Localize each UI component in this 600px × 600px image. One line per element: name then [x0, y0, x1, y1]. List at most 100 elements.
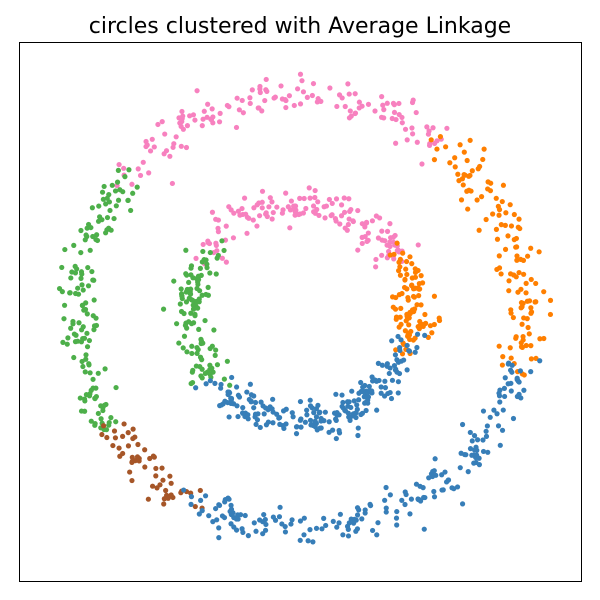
data-point-blue — [414, 331, 421, 337]
data-point-blue — [301, 515, 307, 521]
data-point-pink — [179, 118, 185, 125]
data-point-blue — [369, 527, 376, 534]
data-point-pink — [322, 215, 328, 221]
data-point-pink — [116, 161, 122, 168]
data-point-green — [184, 349, 190, 355]
data-point-green — [70, 318, 76, 325]
data-point-green — [183, 247, 189, 253]
data-point-pink — [309, 92, 315, 99]
data-point-orange — [537, 336, 543, 342]
data-point-green — [221, 376, 227, 382]
data-point-orange — [528, 276, 534, 283]
data-point-brown — [163, 487, 169, 494]
data-point-blue — [188, 494, 195, 500]
data-point-pink — [193, 255, 199, 261]
data-point-green — [177, 301, 183, 307]
data-point-pink — [379, 94, 385, 100]
data-point-green — [122, 174, 128, 180]
data-point-orange — [485, 186, 491, 192]
data-point-brown — [153, 473, 159, 479]
data-point-blue — [216, 502, 222, 508]
data-point-pink — [399, 114, 405, 121]
data-point-blue — [222, 496, 228, 503]
data-point-green — [174, 321, 180, 327]
data-point-pink — [223, 223, 229, 229]
data-point-pink — [299, 78, 305, 84]
data-point-orange — [405, 294, 411, 301]
data-point-orange — [516, 216, 522, 222]
data-point-blue — [312, 424, 318, 430]
data-point-pink — [287, 225, 293, 231]
data-point-orange — [409, 261, 415, 267]
data-point-green — [73, 332, 79, 338]
data-point-orange — [533, 355, 539, 362]
data-point-orange — [518, 286, 524, 292]
data-point-blue — [337, 511, 343, 517]
data-point-pink — [323, 203, 330, 209]
data-point-green — [87, 247, 93, 253]
data-point-pink — [344, 227, 350, 233]
data-point-orange — [393, 347, 399, 353]
data-point-pink — [254, 202, 260, 208]
data-point-pink — [391, 109, 398, 116]
data-point-orange — [422, 311, 428, 318]
data-point-green — [117, 187, 123, 193]
data-point-blue — [245, 533, 251, 539]
data-point-green — [89, 268, 95, 275]
data-point-green — [79, 271, 85, 277]
data-point-orange — [503, 210, 509, 216]
data-point-blue — [226, 496, 232, 502]
data-point-green — [227, 382, 233, 388]
data-point-green — [189, 321, 195, 327]
data-point-pink — [348, 113, 354, 119]
data-point-green — [109, 182, 115, 188]
data-point-pink — [352, 91, 358, 97]
data-point-pink — [233, 124, 240, 131]
data-point-pink — [209, 106, 215, 112]
data-point-blue — [387, 389, 393, 396]
data-point-brown — [170, 494, 176, 501]
data-point-brown — [99, 431, 105, 438]
data-point-green — [202, 317, 208, 324]
data-point-green — [78, 227, 84, 234]
data-point-orange — [416, 293, 422, 299]
data-point-pink — [297, 71, 304, 77]
data-point-pink — [244, 230, 250, 236]
data-point-green — [113, 203, 119, 209]
data-point-orange — [517, 225, 523, 232]
data-point-orange — [455, 171, 461, 177]
data-point-blue — [313, 525, 320, 531]
data-point-blue — [301, 532, 307, 538]
data-point-blue — [497, 442, 503, 448]
data-point-pink — [235, 208, 241, 214]
data-point-blue — [416, 496, 422, 503]
data-point-green — [213, 347, 219, 353]
data-point-brown — [101, 423, 107, 429]
data-point-blue — [251, 393, 257, 399]
data-point-green — [84, 330, 90, 336]
data-point-blue — [480, 448, 487, 455]
data-point-pink — [379, 252, 385, 258]
data-point-orange — [418, 302, 424, 308]
data-point-green — [128, 207, 134, 214]
data-point-pink — [396, 100, 402, 107]
data-point-pink — [329, 212, 335, 218]
data-point-blue — [383, 509, 389, 515]
data-point-green — [71, 354, 77, 361]
data-point-pink — [201, 108, 207, 114]
data-point-blue — [394, 508, 400, 515]
data-point-blue — [382, 497, 388, 503]
data-point-pink — [410, 97, 416, 103]
data-point-green — [195, 347, 201, 353]
data-point-pink — [263, 211, 269, 217]
data-point-orange — [400, 250, 406, 256]
data-point-pink — [161, 151, 167, 157]
data-point-green — [78, 408, 85, 414]
data-point-green — [189, 369, 195, 375]
data-point-green — [76, 320, 82, 326]
data-point-orange — [507, 202, 513, 208]
data-point-pink — [389, 115, 395, 122]
data-point-green — [60, 339, 66, 345]
data-point-blue — [251, 520, 257, 526]
data-point-green — [176, 340, 182, 346]
